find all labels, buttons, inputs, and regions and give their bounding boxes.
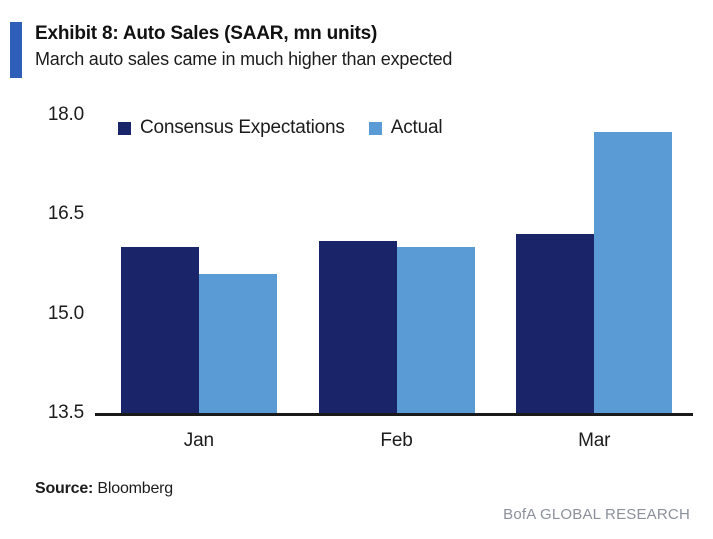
legend-label: Actual bbox=[390, 117, 443, 138]
legend-item-actual: Actual bbox=[368, 117, 443, 139]
legend-item-consensus-expectations: Consensus Expectations bbox=[118, 117, 345, 139]
bar-consensus-expectations-feb bbox=[318, 240, 397, 413]
x-tick-label-mar: Mar bbox=[578, 430, 611, 451]
y-tick-label: 15.0 bbox=[47, 302, 84, 324]
legend-label: Consensus Expectations bbox=[140, 117, 345, 138]
bar-actual-mar bbox=[594, 131, 673, 413]
brand-text: BofA GLOBAL RESEARCH bbox=[503, 506, 690, 523]
x-tick-label-feb: Feb bbox=[380, 430, 413, 451]
x-tick-label-jan: Jan bbox=[183, 430, 214, 451]
bar-consensus-expectations-jan bbox=[120, 247, 199, 413]
exhibit-title: Exhibit 8: Auto Sales (SAAR, mn units) bbox=[35, 23, 378, 44]
bar-actual-jan bbox=[198, 273, 277, 413]
title-block: Exhibit 8: Auto Sales (SAAR, mn units) M… bbox=[35, 21, 452, 70]
y-tick-label: 16.5 bbox=[47, 203, 84, 225]
bar-consensus-expectations-mar bbox=[516, 234, 595, 413]
y-tick-label: 13.5 bbox=[47, 402, 84, 423]
source-label: Source: bbox=[35, 480, 94, 497]
plot-area bbox=[95, 115, 693, 416]
source-line: Source: Bloomberg bbox=[35, 480, 173, 498]
legend-swatch-icon bbox=[118, 121, 131, 135]
legend-swatch-icon bbox=[368, 121, 382, 135]
x-axis-category-labels: Jan Feb Mar bbox=[100, 430, 693, 456]
x-axis-line bbox=[95, 413, 693, 416]
exhibit-subtitle: March auto sales came in much higher tha… bbox=[35, 48, 453, 69]
source-value: Bloomberg bbox=[97, 480, 173, 497]
y-axis-tick-labels: 18.0 16.5 15.0 13.5 bbox=[0, 104, 86, 423]
accent-bar bbox=[10, 22, 22, 78]
chart-legend: Consensus Expectations Actual bbox=[118, 117, 443, 139]
y-tick-label: 18.0 bbox=[47, 104, 84, 125]
bar-actual-feb bbox=[396, 247, 475, 413]
